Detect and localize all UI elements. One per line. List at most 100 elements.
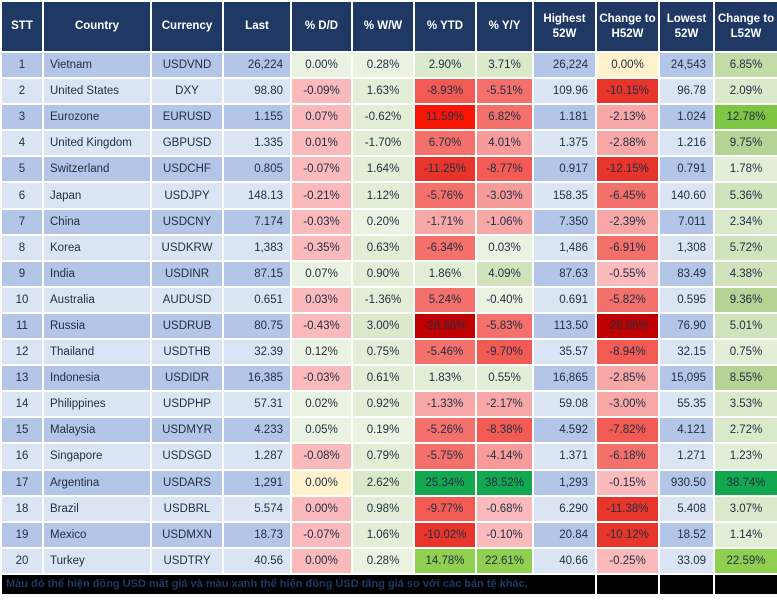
cell-h52: 0.691	[532, 285, 597, 314]
cell-currency: USDMYR	[150, 416, 224, 445]
cell-ww: 0.98%	[351, 494, 415, 523]
cell-stt: 4	[0, 129, 44, 158]
cell-h52: 26,224	[532, 50, 597, 80]
cell-chg_h: -6.45%	[595, 181, 660, 210]
cell-ww: 0.28%	[351, 546, 415, 575]
cell-last: 0.651	[222, 285, 292, 314]
cell-country: Brazil	[42, 494, 152, 523]
cell-chg_l: 9.75%	[713, 129, 777, 158]
cell-dd: 0.00%	[290, 468, 353, 497]
cell-chg_l: 2.34%	[713, 207, 777, 236]
cell-chg_l: 12.78%	[713, 103, 777, 132]
cell-l52: 24,543	[658, 50, 715, 80]
cell-ww: 0.20%	[351, 207, 415, 236]
cell-ytd: -1.71%	[413, 207, 477, 236]
table-body: 1 Vietnam USDVND 26,224 0.00% 0.28% 2.90% 3.71%…	[0, 50, 777, 575]
cell-l52: 0.791	[658, 155, 715, 184]
cell-ytd: 1.83%	[413, 364, 477, 393]
column-header-chg_h: Change to H52W	[595, 0, 660, 53]
cell-ww: -1.70%	[351, 129, 415, 158]
column-header-l52: Lowest 52W	[658, 0, 715, 53]
footer-cell	[595, 572, 660, 596]
cell-last: 1.335	[222, 129, 292, 158]
cell-chg_h: -0.25%	[595, 546, 660, 575]
cell-yy: 0.55%	[475, 364, 534, 393]
cell-ww: 0.61%	[351, 364, 415, 393]
table-row-8: 8 Korea USDKRW 1,383 -0.35% 0.63% -6.34% 0.03% 1…	[0, 233, 777, 262]
cell-h52: 7.350	[532, 207, 597, 236]
cell-ww: 0.28%	[351, 50, 415, 80]
cell-dd: -0.09%	[290, 77, 353, 106]
cell-ytd: 5.24%	[413, 285, 477, 314]
cell-h52: 0.917	[532, 155, 597, 184]
table-row-6: 6 Japan USDJPY 148.13 -0.21% 1.12% -5.76% -3.03…	[0, 181, 777, 210]
cell-l52: 1.271	[658, 442, 715, 471]
cell-dd: -0.03%	[290, 364, 353, 393]
cell-currency: DXY	[150, 77, 224, 106]
footer-cell	[713, 572, 777, 596]
table-row-16: 16 Singapore USDSGD 1.287 -0.08% 0.79% -5.75% -…	[0, 442, 777, 471]
column-header-dd: % D/D	[290, 0, 353, 53]
cell-h52: 59.08	[532, 390, 597, 419]
cell-dd: 0.07%	[290, 259, 353, 288]
cell-chg_h: -10.15%	[595, 77, 660, 106]
cell-currency: USDCNY	[150, 207, 224, 236]
cell-country: Russia	[42, 311, 152, 341]
cell-dd: -0.08%	[290, 442, 353, 471]
cell-chg_l: 1.14%	[713, 520, 777, 549]
cell-ww: 0.92%	[351, 390, 415, 419]
cell-chg_h: -28.86%	[595, 311, 660, 341]
cell-stt: 15	[0, 416, 44, 445]
cell-country: Singapore	[42, 442, 152, 471]
cell-l52: 18.52	[658, 520, 715, 549]
cell-country: Thailand	[42, 338, 152, 367]
cell-chg_l: 22.59%	[713, 546, 777, 575]
column-header-currency: Currency	[150, 0, 224, 53]
cell-chg_l: 9.36%	[713, 285, 777, 314]
cell-h52: 1.375	[532, 129, 597, 158]
cell-dd: 0.01%	[290, 129, 353, 158]
cell-l52: 55.35	[658, 390, 715, 419]
cell-country: China	[42, 207, 152, 236]
table-row-4: 4 United Kingdom GBPUSD 1.335 0.01% -1.70% 6.7…	[0, 129, 777, 158]
cell-chg_l: 3.53%	[713, 390, 777, 419]
cell-chg_l: 0.75%	[713, 338, 777, 367]
column-header-country: Country	[42, 0, 152, 53]
cell-chg_l: 5.01%	[713, 311, 777, 341]
cell-ww: 0.90%	[351, 259, 415, 288]
cell-last: 5.574	[222, 494, 292, 523]
cell-chg_l: 3.07%	[713, 494, 777, 523]
cell-ytd: -5.76%	[413, 181, 477, 210]
cell-chg_l: 6.85%	[713, 50, 777, 80]
cell-currency: USDBRL	[150, 494, 224, 523]
cell-h52: 109.96	[532, 77, 597, 106]
cell-ytd: 2.90%	[413, 50, 477, 80]
cell-currency: USDSGD	[150, 442, 224, 471]
cell-l52: 1.024	[658, 103, 715, 132]
cell-l52: 1.216	[658, 129, 715, 158]
cell-yy: -0.10%	[475, 520, 534, 549]
cell-yy: 38.52%	[475, 468, 534, 497]
cell-dd: 0.03%	[290, 285, 353, 314]
cell-chg_l: 4.38%	[713, 259, 777, 288]
cell-ww: 1.12%	[351, 181, 415, 210]
cell-yy: -5.83%	[475, 311, 534, 341]
cell-last: 1,383	[222, 233, 292, 262]
table-row-5: 5 Switzerland USDCHF 0.805 -0.07% 1.64% -11.25…	[0, 155, 777, 184]
cell-ytd: 25.34%	[413, 468, 477, 497]
cell-ytd: -9.77%	[413, 494, 477, 523]
cell-stt: 5	[0, 155, 44, 184]
cell-h52: 158.35	[532, 181, 597, 210]
cell-stt: 9	[0, 259, 44, 288]
header-row: STT Country Currency Last% D/D% W/W% YTD% Y…	[0, 0, 777, 53]
cell-country: Argentina	[42, 468, 152, 497]
cell-l52: 96.78	[658, 77, 715, 106]
cell-chg_h: -5.82%	[595, 285, 660, 314]
cell-yy: 3.71%	[475, 50, 534, 80]
cell-dd: 0.00%	[290, 494, 353, 523]
cell-dd: 0.07%	[290, 103, 353, 132]
cell-last: 1,291	[222, 468, 292, 497]
cell-dd: -0.07%	[290, 520, 353, 549]
cell-country: India	[42, 259, 152, 288]
